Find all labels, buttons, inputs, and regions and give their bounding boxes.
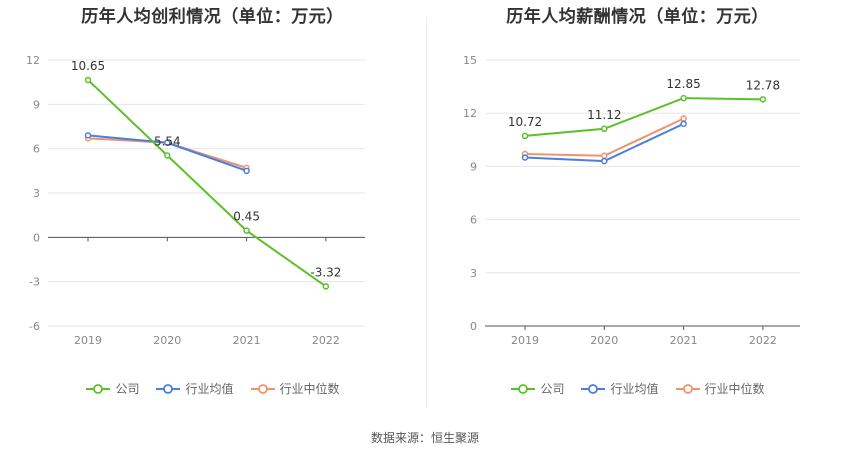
x-tick-label: 2022 bbox=[312, 334, 340, 347]
data-label: 10.72 bbox=[508, 115, 542, 129]
legend-label: 行业中位数 bbox=[279, 382, 340, 396]
x-tick-label: 2019 bbox=[74, 334, 102, 347]
y-tick-label: 6 bbox=[470, 214, 477, 227]
data-point-company[interactable] bbox=[322, 283, 330, 290]
data-label: 0.45 bbox=[233, 210, 260, 224]
data-point-company[interactable] bbox=[243, 227, 250, 234]
legend-label: 行业均值 bbox=[610, 382, 659, 396]
data-point-company[interactable] bbox=[521, 132, 529, 140]
x-tick-label: 2020 bbox=[590, 334, 618, 347]
chart-title: 历年人均创利情况（单位：万元） bbox=[81, 7, 344, 27]
data-point-company[interactable] bbox=[759, 96, 767, 103]
salary-plot-area: 0 3 6 9 12 15 2019 2020 2021 2022 10.72 11.12 12.85 1… bbox=[463, 54, 800, 347]
y-tick-label: -3 bbox=[29, 276, 40, 289]
data-point-industry-mean[interactable] bbox=[521, 154, 529, 161]
y-tick-label: 6 bbox=[33, 143, 40, 156]
legend-label: 公司 bbox=[540, 382, 565, 396]
data-point-company[interactable] bbox=[601, 125, 608, 133]
data-label: 12.85 bbox=[666, 77, 700, 91]
profit-per-capita-chart: 历年人均创利情况（单位：万元） -6 -3 0 3 6 9 12 2019 2020 2021 20… bbox=[0, 0, 425, 410]
legend-item-company[interactable]: 公司 bbox=[510, 380, 564, 397]
series-line-company bbox=[524, 97, 763, 137]
y-tick-label: -6 bbox=[29, 320, 40, 333]
data-point-company[interactable] bbox=[680, 94, 687, 102]
data-point-company[interactable] bbox=[84, 76, 92, 84]
x-tick-label: 2020 bbox=[153, 334, 181, 347]
data-label: 10.65 bbox=[71, 59, 105, 73]
data-label: 5.54 bbox=[154, 134, 181, 148]
series-line-company bbox=[87, 79, 327, 288]
chart-legend: 公司 行业均值 行业中位数 bbox=[425, 380, 850, 397]
y-tick-label: 0 bbox=[33, 231, 40, 244]
data-point-company[interactable] bbox=[164, 152, 171, 159]
legend-swatch-icon bbox=[581, 383, 606, 394]
y-tick-label: 12 bbox=[463, 107, 477, 120]
legend-swatch-icon bbox=[511, 383, 536, 394]
data-point-industry-mean[interactable] bbox=[680, 120, 687, 128]
series-line-industry-median bbox=[524, 117, 685, 157]
data-label: 12.78 bbox=[746, 78, 780, 92]
data-point-industry-mean[interactable] bbox=[243, 167, 250, 175]
x-tick-label: 2021 bbox=[670, 334, 698, 347]
data-point-industry-median[interactable] bbox=[601, 152, 608, 160]
legend-item-company[interactable]: 公司 bbox=[85, 380, 139, 397]
data-point-industry-mean[interactable] bbox=[84, 132, 92, 139]
x-tick-label: 2022 bbox=[749, 334, 777, 347]
data-source-note: 数据来源：恒生聚源 bbox=[370, 431, 479, 445]
chart-title: 历年人均薪酬情况（单位：万元） bbox=[506, 7, 769, 27]
x-tick-label: 2021 bbox=[233, 334, 261, 347]
chart-legend: 公司 行业均值 行业中位数 bbox=[0, 380, 425, 397]
legend-item-industry-mean[interactable]: 行业均值 bbox=[155, 380, 234, 397]
legend-item-industry-median[interactable]: 行业中位数 bbox=[250, 380, 340, 397]
legend-label: 行业中位数 bbox=[704, 382, 765, 396]
panel-divider bbox=[426, 18, 427, 408]
legend-swatch-icon bbox=[156, 383, 181, 394]
y-tick-label: 0 bbox=[470, 320, 477, 333]
data-point-industry-median[interactable] bbox=[680, 115, 687, 122]
profit-plot-area: -6 -3 0 3 6 9 12 2019 2020 2021 2022 10.65 5.54 0.45 -… bbox=[26, 54, 365, 347]
y-tick-label: 9 bbox=[470, 160, 477, 173]
data-point-industry-mean[interactable] bbox=[164, 139, 171, 147]
y-tick-label: 12 bbox=[26, 54, 40, 67]
legend-item-industry-mean[interactable]: 行业均值 bbox=[580, 380, 659, 397]
data-point-industry-mean[interactable] bbox=[601, 157, 608, 165]
x-tick-label: 2019 bbox=[511, 334, 539, 347]
legend-swatch-icon bbox=[86, 383, 111, 394]
y-tick-label: 9 bbox=[33, 98, 40, 111]
legend-label: 行业均值 bbox=[185, 382, 234, 396]
legend-swatch-icon bbox=[250, 383, 275, 394]
legend-label: 公司 bbox=[115, 382, 140, 396]
y-tick-label: 3 bbox=[33, 187, 40, 200]
salary-per-capita-chart: 历年人均薪酬情况（单位：万元） 0 3 6 9 12 15 2019 2020 2021 2022… bbox=[425, 0, 850, 410]
y-tick-label: 3 bbox=[470, 267, 477, 280]
data-label: -3.32 bbox=[310, 265, 341, 279]
y-tick-label: 15 bbox=[463, 54, 477, 67]
legend-swatch-icon bbox=[675, 383, 700, 394]
legend-item-industry-median[interactable]: 行业中位数 bbox=[675, 380, 765, 397]
data-label: 11.12 bbox=[587, 108, 621, 122]
